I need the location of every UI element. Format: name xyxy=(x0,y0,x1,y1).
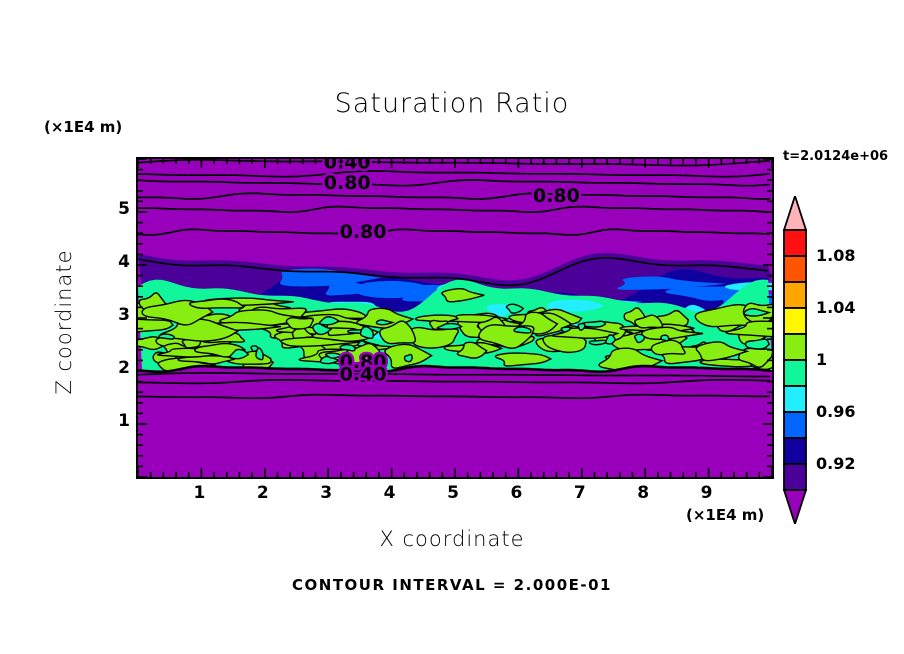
plot-frame-ticks xyxy=(138,159,772,477)
x-tick-label: 8 xyxy=(637,483,650,503)
colorbar-band xyxy=(783,359,807,387)
x-tick-label: 7 xyxy=(573,483,586,503)
x-axis-title: X coordinate xyxy=(379,527,525,551)
colorbar-swatches xyxy=(782,193,808,527)
y-tick-label: 3 xyxy=(118,305,130,325)
y-tick-label: 2 xyxy=(118,358,130,378)
colorbar-label: 0.92 xyxy=(816,454,856,473)
colorbar xyxy=(780,193,810,527)
colorbar-cap-bottom xyxy=(782,489,808,527)
contour-label: 0.80 xyxy=(340,351,387,373)
y-tick-label: 4 xyxy=(118,252,130,272)
x-tick-label: 1 xyxy=(193,483,206,503)
colorbar-band xyxy=(783,229,807,257)
contour-label: 0.80 xyxy=(340,221,387,243)
x-axis-unit-label: (×1E4 m) xyxy=(686,506,765,524)
colorbar-band xyxy=(783,437,807,465)
x-tick-label: 5 xyxy=(447,483,459,503)
contour-label: 0.40 xyxy=(324,159,371,174)
colorbar-band xyxy=(783,385,807,413)
x-tick-label: 3 xyxy=(320,483,333,503)
page-title: Saturation Ratio xyxy=(334,88,570,119)
contour-plot-area: 0.40 0.80 0.80 0.80 0.80 0.40 xyxy=(136,157,774,479)
colorbar-band xyxy=(783,333,807,361)
colorbar-band xyxy=(783,307,807,335)
x-tick-label: 2 xyxy=(256,483,269,503)
y-tick-label: 1 xyxy=(118,411,130,431)
colorbar-band xyxy=(783,281,807,309)
x-tick-label: 6 xyxy=(510,483,523,503)
colorbar-band xyxy=(783,255,807,283)
contour-label: 0.80 xyxy=(533,185,580,207)
contour-interval-caption: CONTOUR INTERVAL = 2.000E-01 xyxy=(292,576,612,594)
colorbar-label: 0.96 xyxy=(816,402,856,421)
y-axis-title: Z coordinate xyxy=(52,249,76,395)
contour-label: 0.40 xyxy=(340,364,387,386)
y-axis-unit-label: (×1E4 m) xyxy=(44,118,123,136)
colorbar-cap-top xyxy=(782,193,808,231)
x-tick-label: 9 xyxy=(700,483,713,503)
colorbar-label: 1.04 xyxy=(816,298,856,317)
y-tick-label: 5 xyxy=(118,199,130,219)
colorbar-band xyxy=(783,411,807,439)
colorbar-band xyxy=(783,463,807,491)
colorbar-label: 1 xyxy=(816,350,828,369)
contour-field: 0.400.800.800.800.800.40 xyxy=(138,159,772,477)
time-stamp-annotation: t=2.0124e+06 xyxy=(783,149,889,164)
colorbar-label: 1.08 xyxy=(816,246,856,265)
x-tick-label: 4 xyxy=(383,483,396,503)
contour-label: 0.80 xyxy=(324,172,371,194)
